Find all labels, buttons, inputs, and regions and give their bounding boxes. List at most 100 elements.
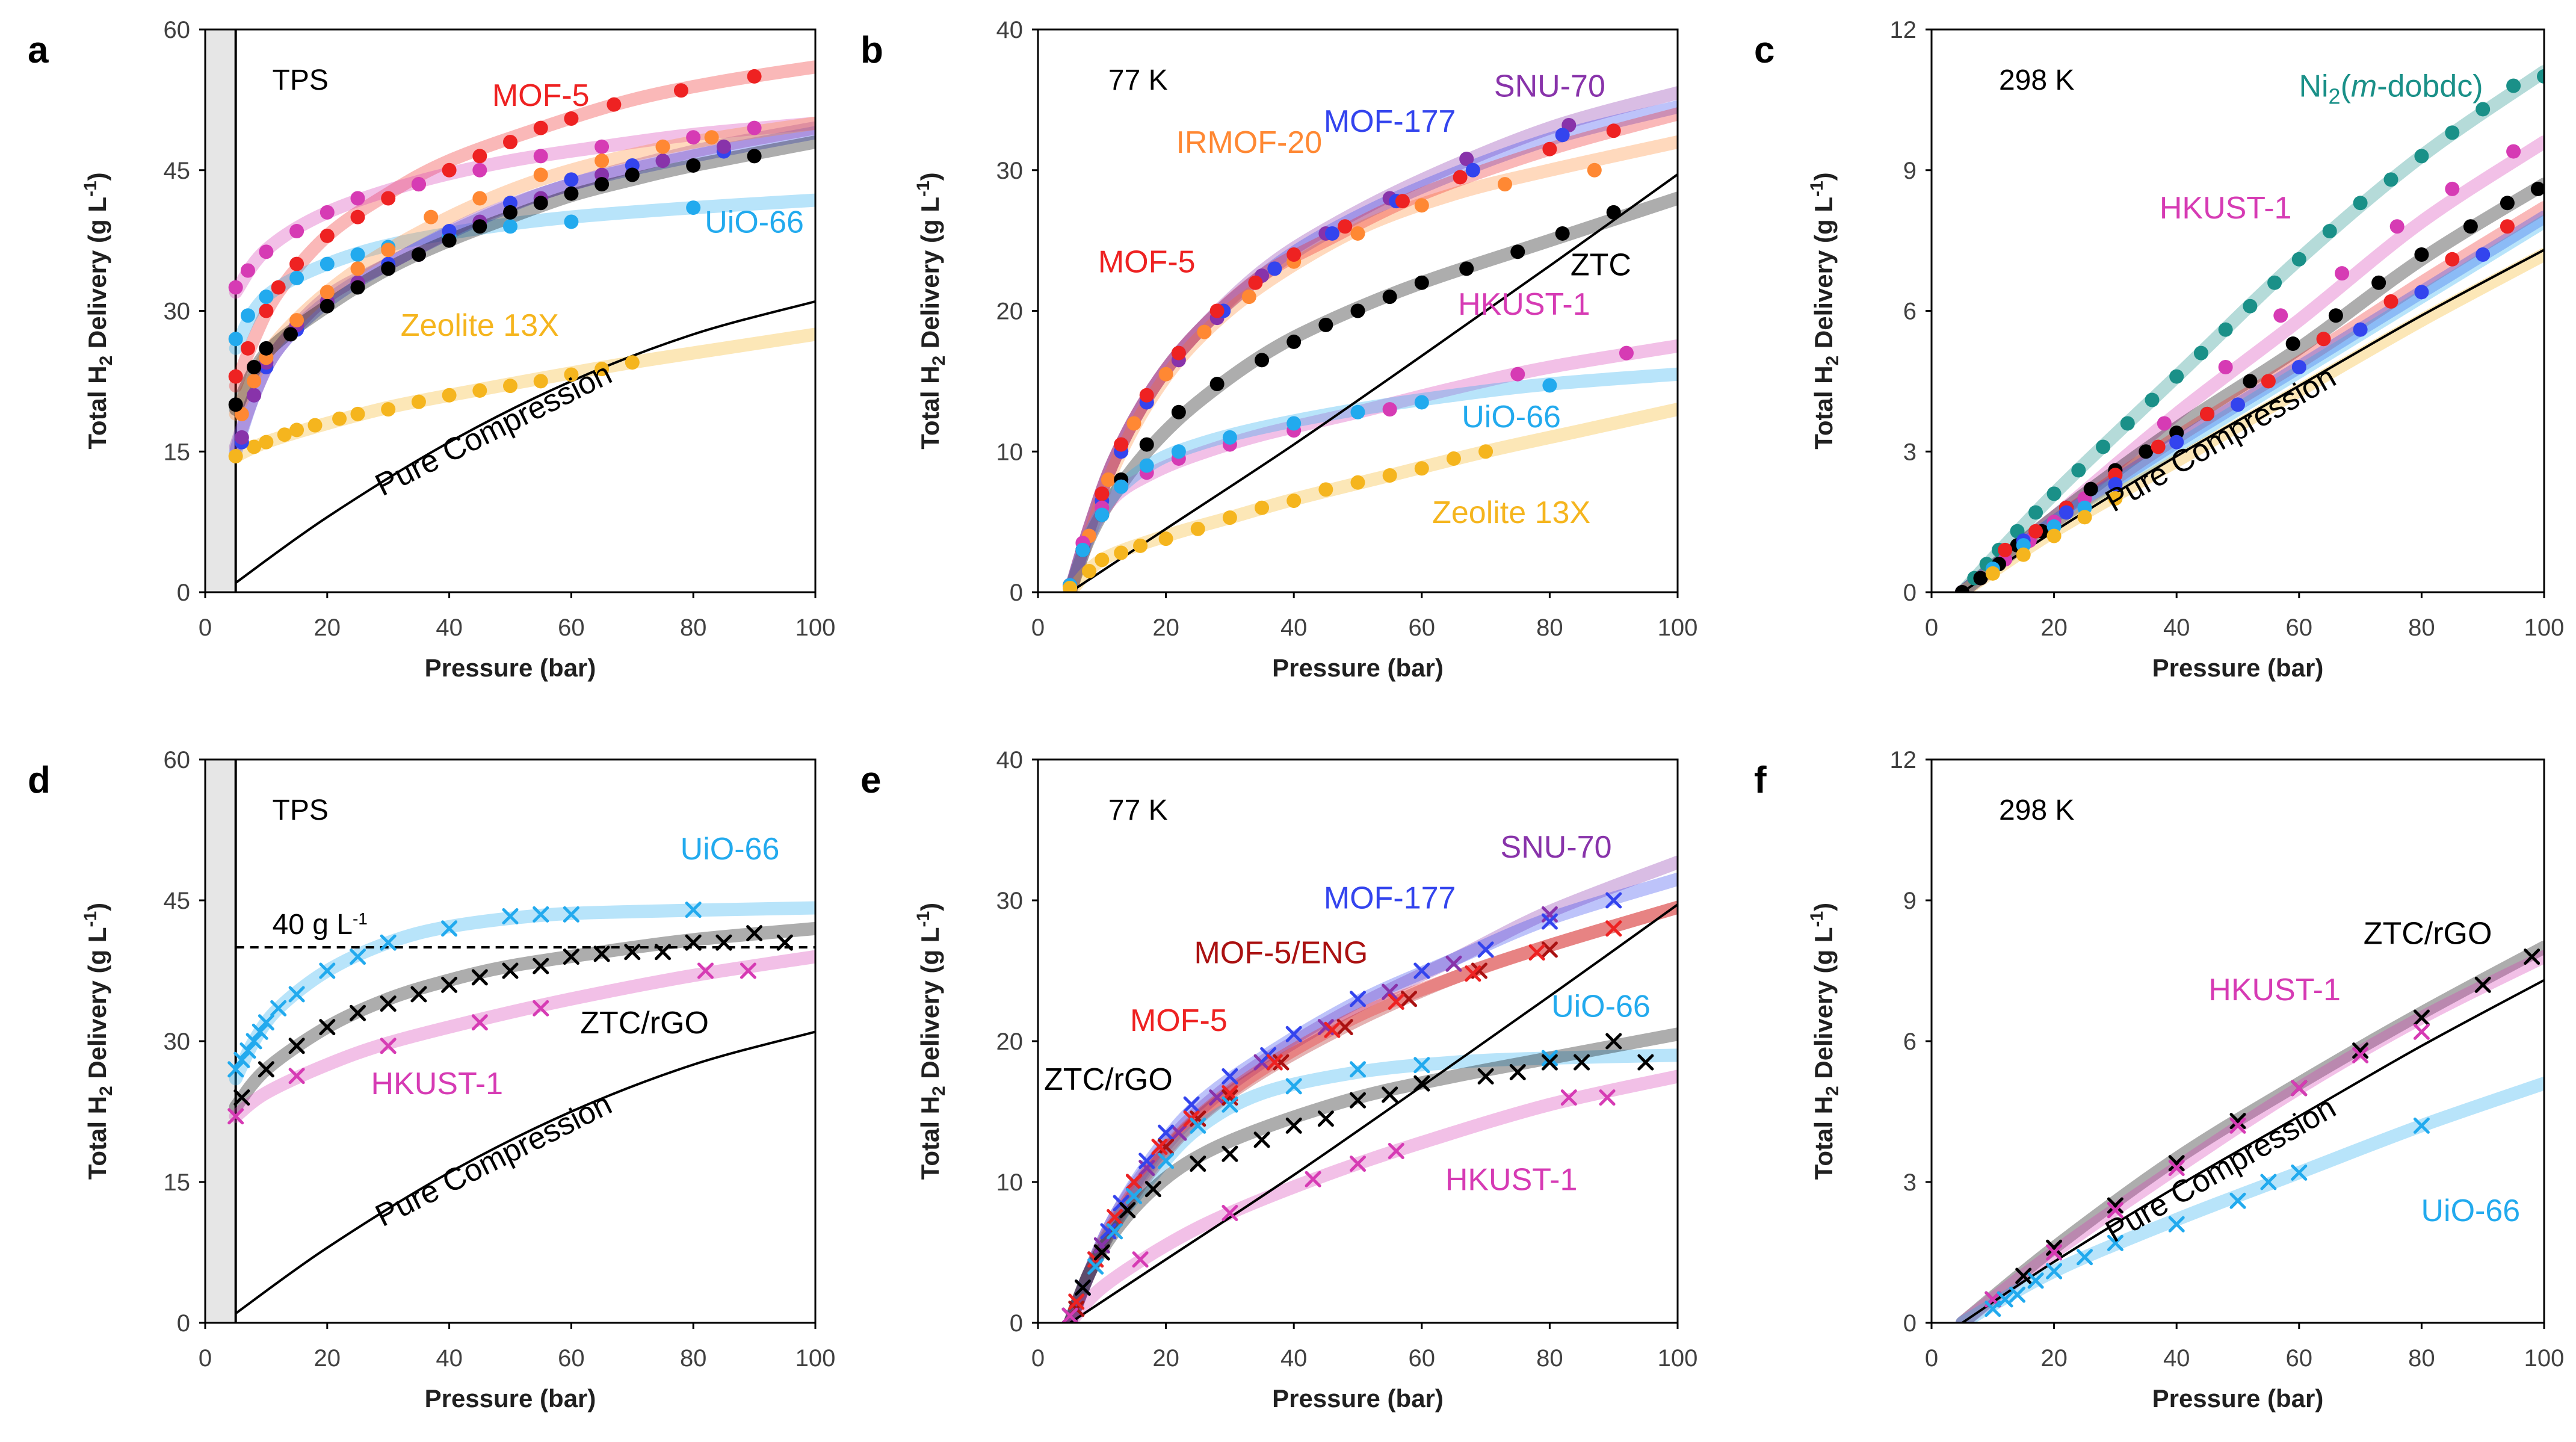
data-point bbox=[564, 367, 579, 382]
data-point bbox=[1286, 416, 1302, 431]
data-point bbox=[2506, 78, 2521, 93]
data-point bbox=[2524, 948, 2540, 965]
data-point bbox=[2353, 196, 2368, 211]
data-point bbox=[1074, 1280, 1091, 1296]
data-point bbox=[2169, 435, 2184, 450]
data-point bbox=[1445, 955, 1462, 972]
data-point bbox=[655, 944, 671, 961]
data-point bbox=[1158, 1139, 1175, 1155]
series-label-uio-66: UiO-66 bbox=[2421, 1193, 2520, 1228]
y-tick-label: 30 bbox=[996, 158, 1024, 184]
plot-area bbox=[1932, 29, 2544, 592]
data-point bbox=[1286, 494, 1302, 509]
data-point bbox=[381, 261, 396, 276]
series-label-uio-66: UiO-66 bbox=[1551, 989, 1651, 1024]
series-label-uio-66: UiO-66 bbox=[1462, 400, 1561, 435]
data-point bbox=[2500, 196, 2515, 211]
data-point bbox=[411, 177, 426, 192]
panel-d: 0 20 40 60 80 100 0 15 30 45 60 Pressure (bar) Total… bbox=[28, 747, 835, 1413]
data-point bbox=[247, 374, 262, 389]
data-point bbox=[1139, 388, 1154, 403]
data-point bbox=[239, 1042, 256, 1059]
data-point bbox=[1318, 482, 1333, 497]
x-tick-label: 40 bbox=[2163, 614, 2190, 641]
data-point bbox=[747, 120, 762, 135]
y-tick-label: 6 bbox=[1903, 299, 1917, 325]
data-point bbox=[1324, 226, 1339, 241]
data-point bbox=[776, 934, 793, 951]
pure-compression-line bbox=[1069, 903, 1678, 1323]
plot-area bbox=[205, 29, 815, 592]
y-tick-label: 3 bbox=[1903, 439, 1917, 465]
data-point bbox=[1132, 1251, 1149, 1268]
data-point bbox=[1350, 1092, 1366, 1109]
data-point bbox=[2200, 406, 2215, 421]
reference-line-label: 40 g L-1 bbox=[273, 909, 368, 941]
data-point bbox=[259, 341, 274, 356]
data-point bbox=[2077, 1249, 2093, 1266]
data-point bbox=[2537, 69, 2544, 84]
data-point bbox=[624, 944, 641, 961]
data-point bbox=[2291, 1164, 2308, 1181]
data-point bbox=[2445, 181, 2460, 196]
panel-condition: 298 K bbox=[1999, 64, 2074, 96]
data-point bbox=[1446, 451, 1461, 466]
data-point bbox=[1095, 507, 1110, 522]
data-point bbox=[1197, 324, 1212, 339]
data-point bbox=[533, 167, 548, 182]
data-point bbox=[1209, 1089, 1226, 1106]
data-point bbox=[686, 130, 701, 145]
series-label-mof-177: MOF-177 bbox=[1324, 880, 1456, 915]
data-point bbox=[1114, 437, 1129, 452]
series-zeolite-13x bbox=[1985, 491, 2123, 581]
data-point bbox=[228, 332, 243, 347]
y-tick-label: 0 bbox=[1903, 1310, 1917, 1337]
data-point bbox=[2046, 486, 2062, 501]
data-point bbox=[1382, 468, 1397, 483]
data-point bbox=[289, 313, 304, 328]
data-point bbox=[747, 69, 762, 84]
data-point bbox=[1382, 402, 1397, 417]
x-tick-label: 20 bbox=[1152, 1345, 1179, 1372]
data-point bbox=[1541, 913, 1558, 930]
data-point bbox=[1382, 1086, 1398, 1103]
data-point bbox=[1541, 1050, 1558, 1066]
data-point bbox=[2077, 510, 2092, 525]
y-tick-label: 0 bbox=[177, 1310, 190, 1337]
plot-content bbox=[227, 901, 815, 1315]
data-point bbox=[1209, 377, 1225, 392]
data-point bbox=[320, 256, 335, 271]
data-point bbox=[1478, 444, 1493, 459]
data-point bbox=[283, 327, 298, 342]
data-point bbox=[320, 205, 335, 220]
data-point bbox=[441, 920, 458, 937]
data-point bbox=[1382, 983, 1398, 1000]
series-label-hkust-1: HKUST-1 bbox=[1458, 287, 1590, 322]
x-tick-label: 60 bbox=[558, 1345, 585, 1372]
panel-e: 0 20 40 60 80 100 0 10 20 30 40 Pressure (bar) Total… bbox=[860, 747, 1697, 1413]
data-point bbox=[2168, 1155, 2185, 1172]
data-point bbox=[1151, 1139, 1168, 1155]
x-tick-label: 40 bbox=[1280, 614, 1308, 641]
x-tick-label: 0 bbox=[1925, 614, 1938, 641]
data-point bbox=[503, 379, 517, 394]
series-hkust-1 bbox=[228, 120, 762, 295]
data-point bbox=[1350, 475, 1365, 490]
data-point bbox=[289, 270, 304, 285]
panel-condition: 77 K bbox=[1108, 64, 1168, 96]
data-point bbox=[1093, 1244, 1110, 1261]
data-point bbox=[233, 1051, 250, 1068]
data-point bbox=[1395, 194, 1410, 209]
x-tick-label: 60 bbox=[558, 614, 585, 641]
data-point bbox=[2243, 374, 2258, 389]
data-point bbox=[259, 435, 274, 450]
data-point bbox=[655, 153, 670, 169]
series-uio-66 bbox=[228, 200, 701, 347]
data-point bbox=[2157, 416, 2172, 431]
data-point bbox=[350, 1004, 366, 1021]
x-tick-label: 40 bbox=[436, 1345, 463, 1372]
data-point bbox=[1336, 1019, 1353, 1036]
data-point bbox=[673, 83, 688, 98]
data-point bbox=[1253, 1131, 1270, 1148]
